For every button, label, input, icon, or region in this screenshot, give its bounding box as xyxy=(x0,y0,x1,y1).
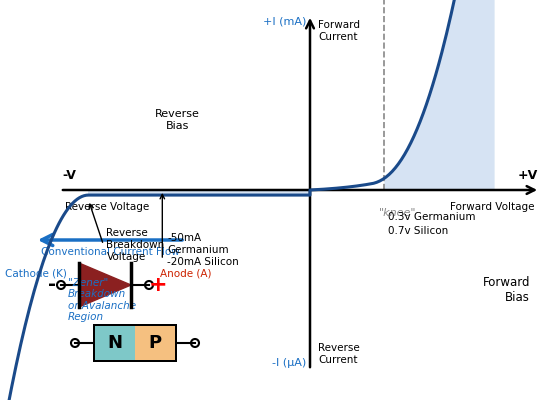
Text: "knee": "knee" xyxy=(379,208,416,218)
Text: -I (μA): -I (μA) xyxy=(272,358,306,368)
Text: N: N xyxy=(107,334,123,352)
Polygon shape xyxy=(88,190,310,195)
Text: Reverse
Breakdown
Voltage: Reverse Breakdown Voltage xyxy=(106,228,165,262)
Text: -50mA
Germanium
-20mA Silicon: -50mA Germanium -20mA Silicon xyxy=(167,234,239,266)
Text: Forward
Current: Forward Current xyxy=(318,20,360,42)
Text: Reverse
Current: Reverse Current xyxy=(318,343,359,365)
Text: 0.3v Germanium: 0.3v Germanium xyxy=(388,212,475,222)
Text: Conventional Current Flow: Conventional Current Flow xyxy=(41,247,179,257)
Text: Forward Voltage: Forward Voltage xyxy=(450,202,535,212)
Text: +V: +V xyxy=(518,169,538,182)
Text: 0.7v Silicon: 0.7v Silicon xyxy=(388,226,448,236)
Text: "Zener"
Breakdown
or Avalanche
Region: "Zener" Breakdown or Avalanche Region xyxy=(68,278,136,322)
Polygon shape xyxy=(384,0,495,190)
Text: -: - xyxy=(48,276,56,294)
FancyBboxPatch shape xyxy=(135,326,175,360)
Text: Cathode (K): Cathode (K) xyxy=(5,268,67,278)
Text: +: + xyxy=(149,275,167,295)
Text: Reverse
Bias: Reverse Bias xyxy=(155,109,199,131)
Text: Anode (A): Anode (A) xyxy=(160,268,212,278)
FancyBboxPatch shape xyxy=(95,326,135,360)
Text: +I (mA): +I (mA) xyxy=(262,17,306,27)
Text: Reverse Voltage: Reverse Voltage xyxy=(65,202,149,212)
Text: -V: -V xyxy=(62,169,76,182)
Text: Forward
Bias: Forward Bias xyxy=(482,276,530,304)
FancyBboxPatch shape xyxy=(93,324,177,362)
Polygon shape xyxy=(79,263,131,307)
Text: P: P xyxy=(149,334,162,352)
